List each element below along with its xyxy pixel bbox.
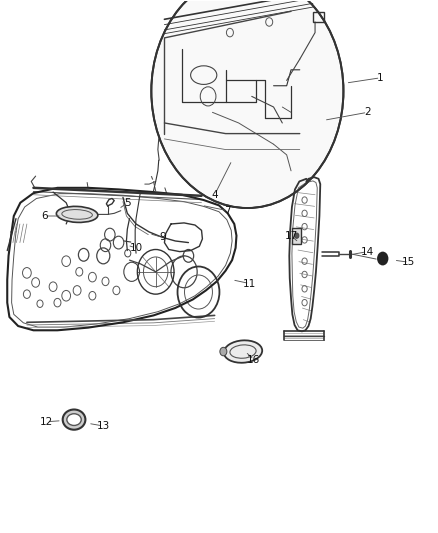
Circle shape bbox=[151, 0, 343, 208]
Text: 14: 14 bbox=[361, 247, 374, 256]
Text: 10: 10 bbox=[130, 243, 143, 253]
Circle shape bbox=[294, 233, 299, 238]
Ellipse shape bbox=[67, 414, 81, 425]
Text: 6: 6 bbox=[41, 211, 48, 221]
Bar bbox=[292, 228, 301, 244]
Text: 4: 4 bbox=[211, 190, 218, 200]
Bar bbox=[313, 12, 324, 22]
Text: 17: 17 bbox=[284, 231, 298, 241]
Ellipse shape bbox=[63, 409, 85, 430]
Circle shape bbox=[220, 348, 227, 356]
Circle shape bbox=[377, 252, 389, 265]
Ellipse shape bbox=[57, 206, 98, 222]
Text: 16: 16 bbox=[247, 354, 261, 365]
Text: 11: 11 bbox=[243, 279, 256, 288]
Text: 15: 15 bbox=[402, 257, 416, 267]
Text: 9: 9 bbox=[159, 232, 166, 243]
Text: 2: 2 bbox=[364, 107, 371, 117]
Text: 13: 13 bbox=[97, 421, 110, 431]
Text: 7: 7 bbox=[224, 206, 231, 216]
Ellipse shape bbox=[224, 341, 262, 363]
Text: 12: 12 bbox=[40, 417, 53, 427]
Text: 1: 1 bbox=[377, 73, 384, 83]
Text: 5: 5 bbox=[124, 198, 131, 208]
